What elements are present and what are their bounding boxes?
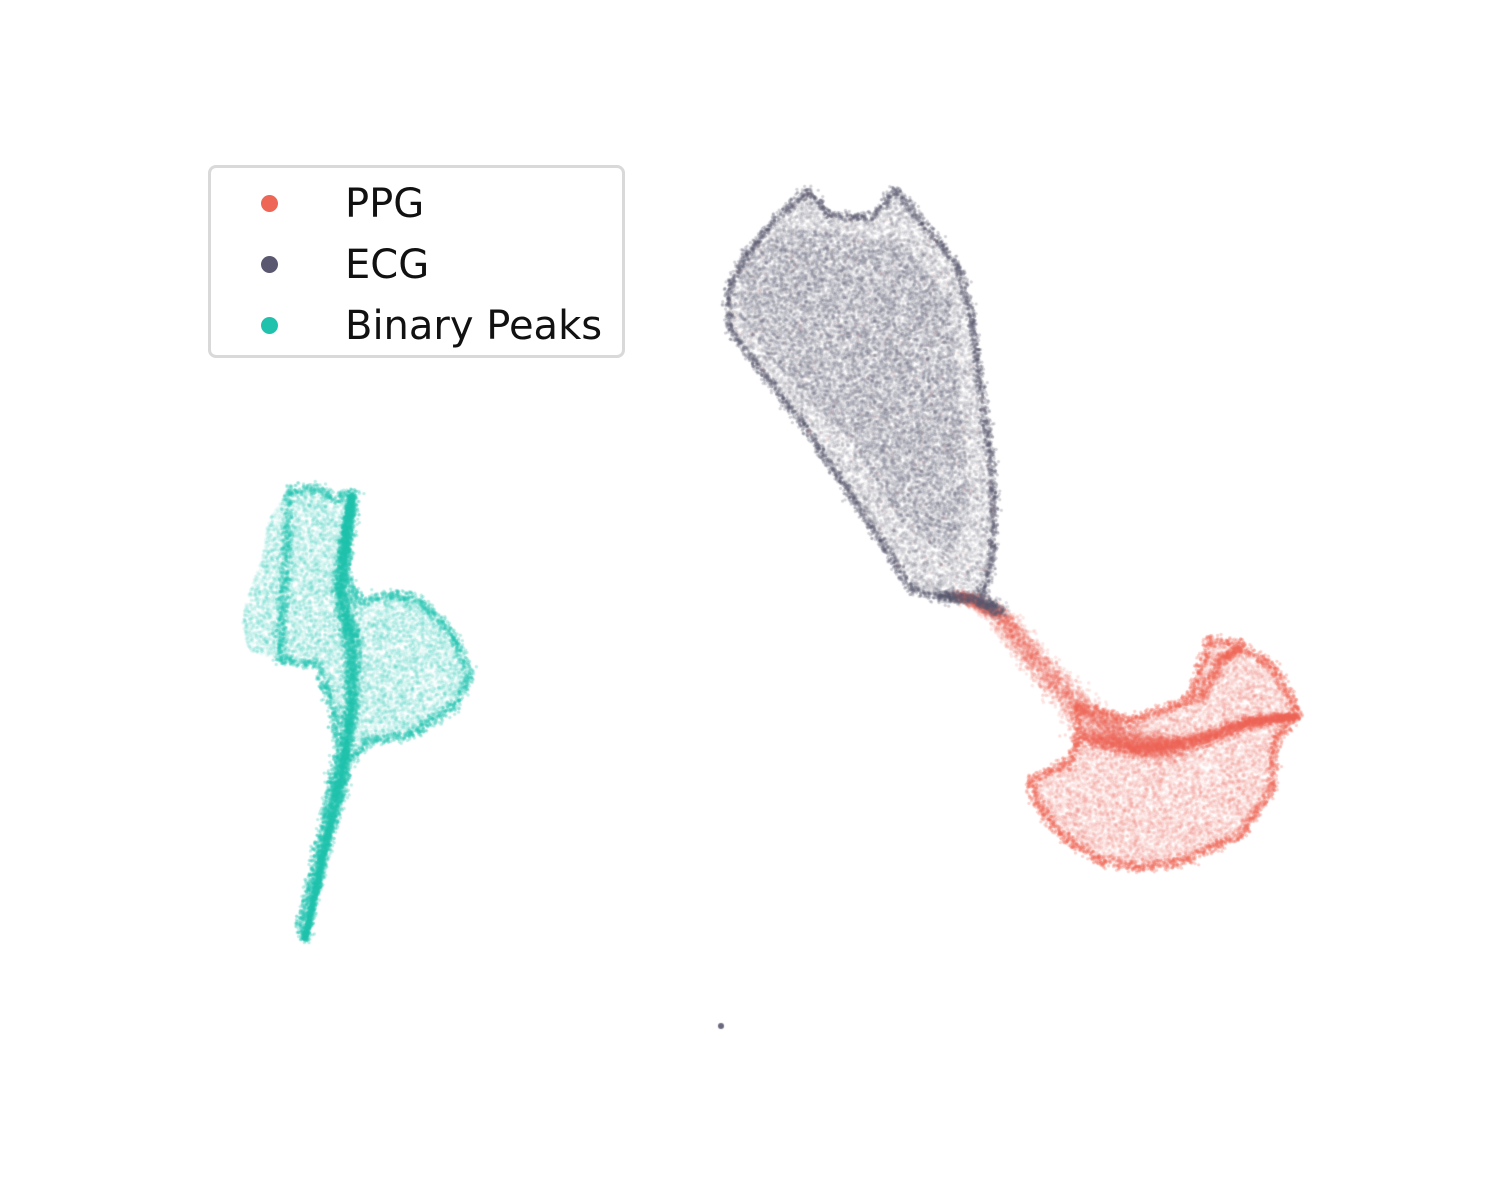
legend-label-ecg: ECG bbox=[345, 242, 430, 288]
legend-label-ppg: PPG bbox=[345, 181, 425, 227]
legend-marker-ecg bbox=[261, 256, 278, 273]
legend-label-binary-peaks: Binary Peaks bbox=[345, 303, 603, 349]
legend-item-ppg: PPG bbox=[211, 179, 622, 229]
legend-marker-ppg bbox=[261, 195, 278, 212]
legend: PPG ECG Binary Peaks bbox=[208, 165, 625, 358]
legend-item-binary-peaks: Binary Peaks bbox=[211, 301, 622, 351]
legend-item-ecg: ECG bbox=[211, 240, 622, 290]
legend-marker-binary-peaks bbox=[261, 317, 278, 334]
